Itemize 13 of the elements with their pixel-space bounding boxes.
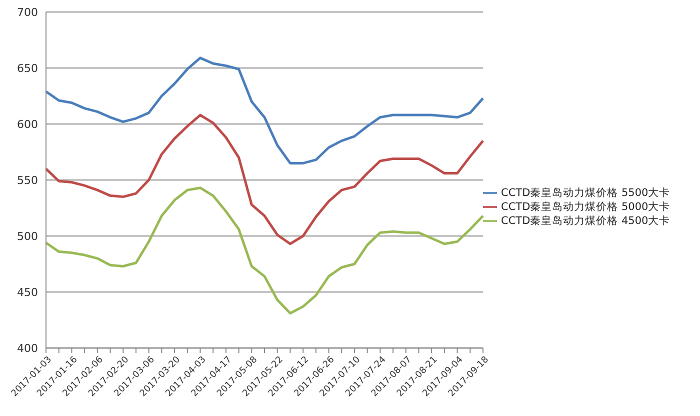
y-tick-label: 400 xyxy=(17,342,38,355)
y-tick-label: 650 xyxy=(17,62,38,75)
y-tick-label: 500 xyxy=(17,230,38,243)
y-tick-label: 450 xyxy=(17,286,38,299)
legend-label: CCTD秦皇岛动力煤价格 5500大卡 xyxy=(501,186,670,199)
line-series xyxy=(44,56,484,164)
line-series xyxy=(44,186,484,315)
line-series xyxy=(44,114,484,246)
legend-label: CCTD秦皇岛动力煤价格 4500大卡 xyxy=(501,215,670,228)
y-tick-label: 550 xyxy=(17,174,38,187)
y-tick-label: 600 xyxy=(17,118,38,131)
y-tick-label: 700 xyxy=(17,6,38,19)
legend-label: CCTD秦皇岛动力煤价格 5000大卡 xyxy=(501,200,670,213)
